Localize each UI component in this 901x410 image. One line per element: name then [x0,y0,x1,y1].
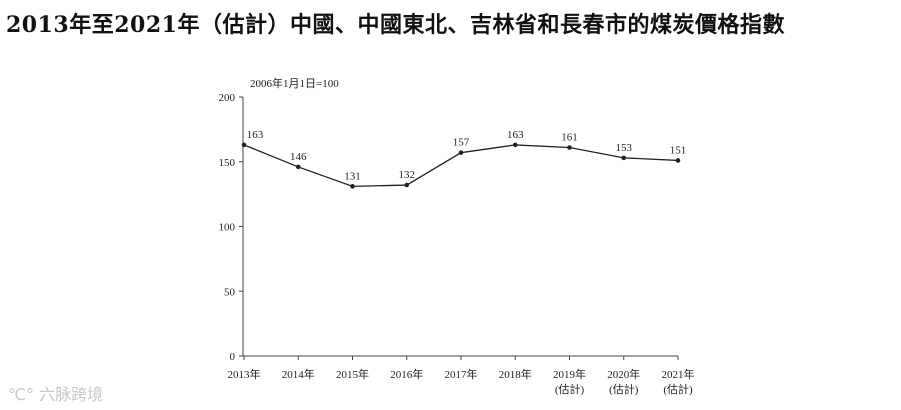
data-point [458,150,464,155]
data-label: 146 [290,151,307,163]
index-base-note: 2006年1月1日=100 [250,76,339,90]
data-label: 132 [399,169,416,181]
y-tick-label: 150 [219,157,236,169]
x-tick-sublabel: (估計) [609,382,639,396]
x-tick-label: 2018年 [499,367,532,381]
data-label: 163 [507,129,524,141]
y-tick-label: 200 [219,92,236,104]
data-point [241,142,247,148]
y-axis-ticks: 0 50 100 150 200 [219,92,243,363]
y-tick-label: 100 [219,222,236,234]
watermark-text: 六脉跨境 [39,385,104,404]
data-point [675,158,681,163]
x-tick-label: 2019年 [553,367,586,381]
data-point [512,142,518,148]
series-coal-price-index [241,142,681,189]
data-label: 131 [344,170,361,182]
data-point [567,145,572,150]
data-label: 163 [247,129,264,141]
y-tick-label: 0 [230,351,236,363]
data-labels: 163 146 131 132 157 163 161 153 151 [247,129,687,182]
y-tick-label: 50 [224,286,236,298]
watermark-icon: ℃° [8,385,34,404]
data-point [295,164,301,170]
x-axis-ticks: 2013年 2014年 2015年 2016年 2017年 2018年 2019年(估計)2… [228,356,695,396]
x-tick-sublabel: (估計) [555,382,585,396]
x-tick-label: 2017年 [445,367,478,381]
data-label: 153 [616,142,633,154]
data-point [404,182,410,188]
chart-title: 2013年至2021年（估計）中國、中國東北、吉林省和長春市的煤炭價格指數 [6,12,785,38]
x-tick-label: 2015年 [336,367,369,381]
data-point [621,155,627,161]
x-tick-label: 2020年 [607,367,640,381]
x-tick-sublabel: (估計) [663,382,693,396]
x-tick-label: 2013年 [228,367,261,381]
x-tick-label: 2016年 [390,367,423,381]
watermark-logo: ℃° 六脉跨境 [8,381,103,405]
data-label: 161 [561,132,578,144]
data-point [350,184,355,189]
data-label: 151 [670,144,687,156]
data-label: 157 [453,137,470,149]
x-tick-label: 2021年 [662,367,695,381]
x-tick-label: 2014年 [282,367,315,381]
